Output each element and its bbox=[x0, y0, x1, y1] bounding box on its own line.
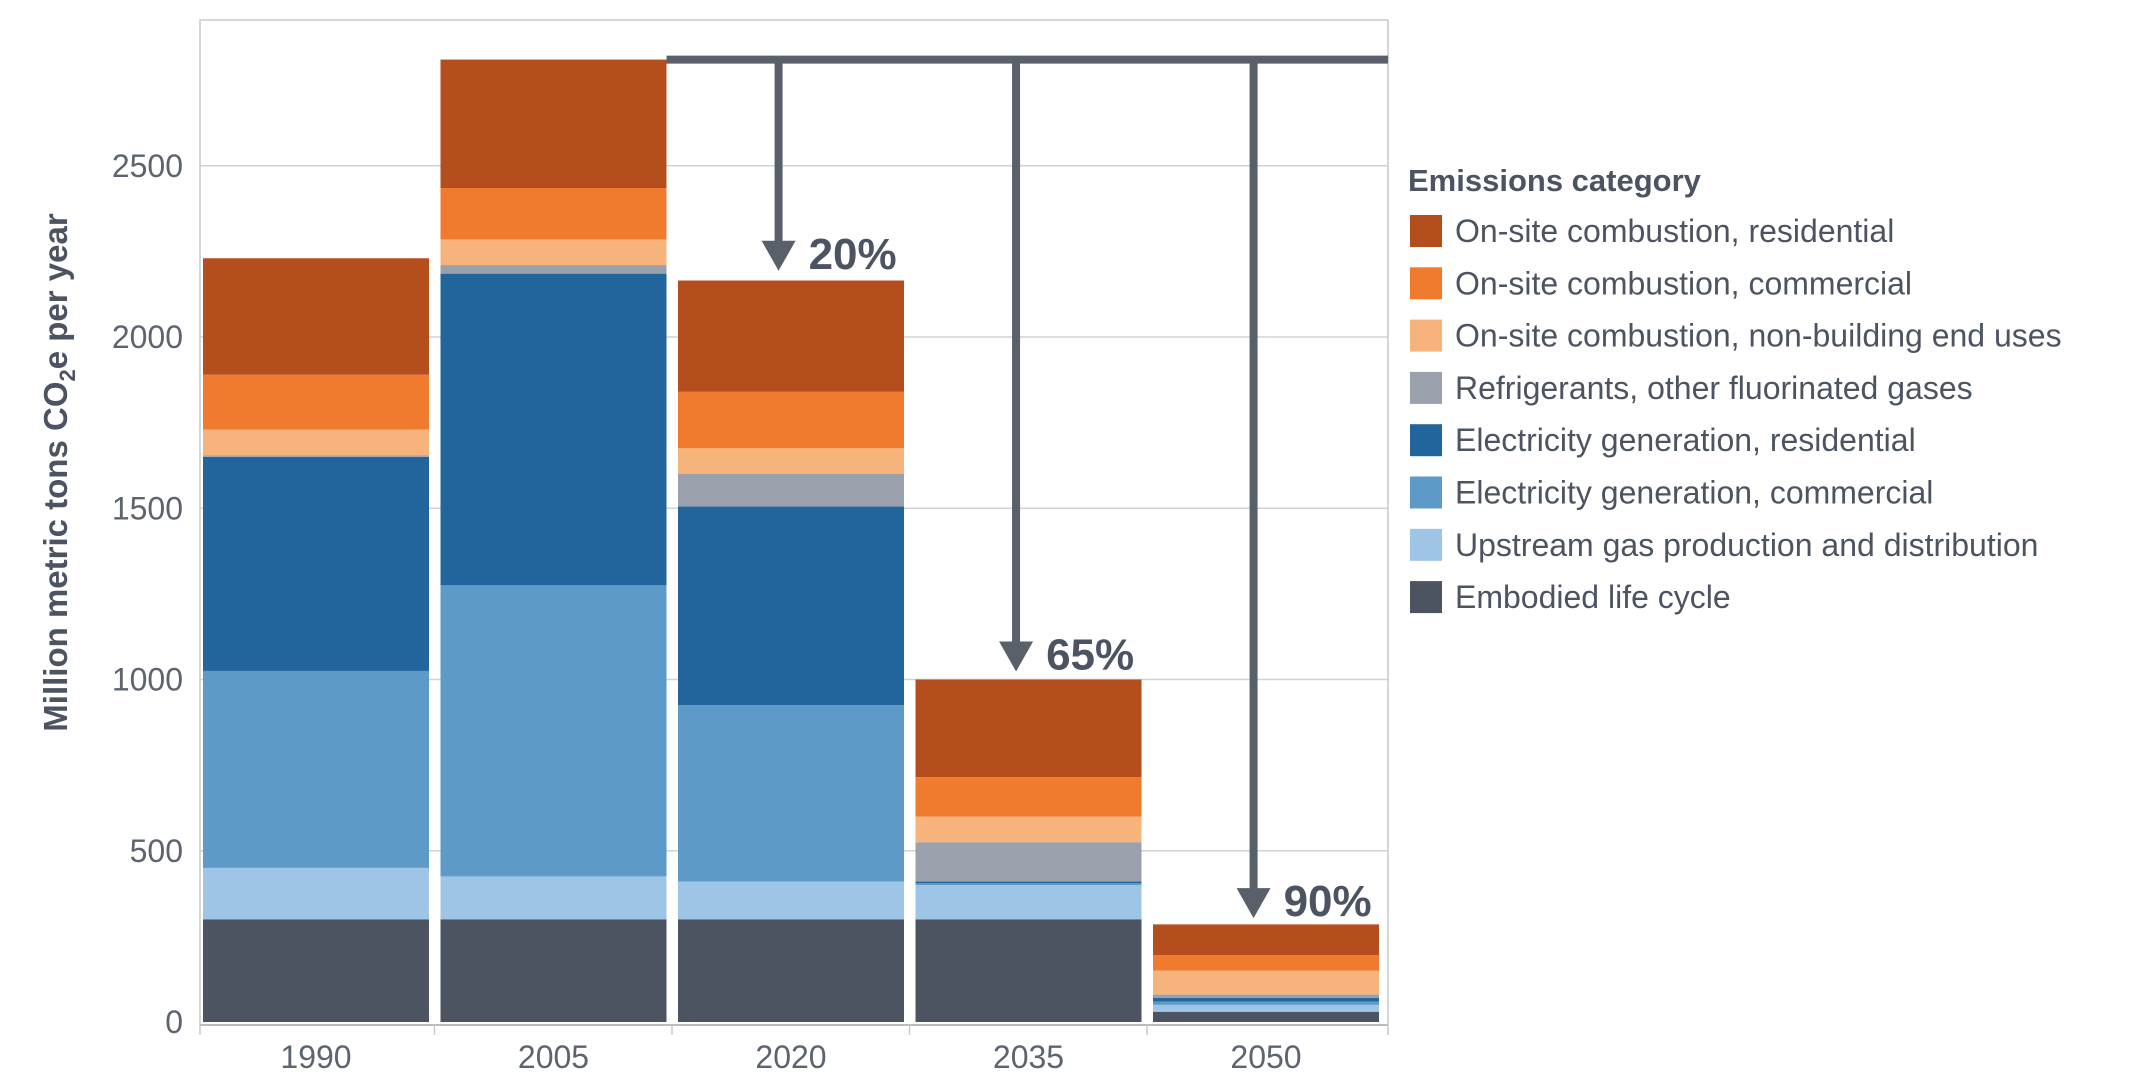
bar-2005-segment-6 bbox=[440, 188, 667, 240]
arrow-head-2035 bbox=[999, 641, 1034, 672]
bar-2050-segment-7 bbox=[1153, 924, 1379, 956]
bar-1990-segment-1 bbox=[203, 867, 429, 920]
plot-frame bbox=[199, 19, 1389, 1035]
bar-2050-segment-6 bbox=[1153, 955, 1379, 971]
bar-2050-segment-1 bbox=[1153, 1004, 1379, 1012]
y-axis-title-part1: Million metric tons CO bbox=[37, 382, 74, 732]
bar-1990-segment-0 bbox=[203, 919, 429, 1022]
bar-2035-segment-6 bbox=[915, 777, 1142, 817]
bar-1990-segment-2 bbox=[203, 670, 429, 868]
bar-1990-segment-4 bbox=[203, 455, 429, 457]
bar-2005-segment-3 bbox=[440, 273, 667, 586]
bar-2005-segment-0 bbox=[440, 919, 667, 1022]
bar-2035-segment-7 bbox=[915, 679, 1142, 778]
x-tick-label-2005: 2005 bbox=[518, 1039, 589, 1075]
legend-swatch-7 bbox=[1410, 581, 1442, 614]
bar-2035-segment-1 bbox=[915, 885, 1142, 920]
y-axis-title-subscript: 2 bbox=[55, 369, 80, 381]
x-tick-label-2050: 2050 bbox=[1230, 1039, 1301, 1075]
legend-swatch-4 bbox=[1410, 424, 1442, 457]
stacked-bars bbox=[203, 59, 1379, 1022]
bar-2020-segment-1 bbox=[678, 881, 904, 920]
bar-2050-segment-5 bbox=[1153, 970, 1379, 995]
legend-label-2: On-site combustion, non-building end use… bbox=[1455, 318, 2062, 354]
legend-label-4: Electricity generation, residential bbox=[1455, 422, 1916, 458]
legend-label-6: Upstream gas production and distribution bbox=[1455, 527, 2038, 563]
legend-label-1: On-site combustion, commercial bbox=[1455, 265, 1912, 301]
legend-swatch-5 bbox=[1410, 476, 1442, 509]
y-tick-label-1500: 1500 bbox=[112, 490, 183, 526]
legend-label-3: Refrigerants, other fluorinated gases bbox=[1455, 370, 1973, 406]
legend-swatch-2 bbox=[1410, 319, 1442, 352]
bar-2005-segment-4 bbox=[440, 265, 667, 274]
bar-2035-segment-0 bbox=[915, 919, 1142, 1022]
x-tick-label-2035: 2035 bbox=[993, 1039, 1064, 1075]
legend-title: Emissions category bbox=[1408, 163, 1702, 198]
bar-1990-segment-3 bbox=[203, 456, 429, 671]
legend-label-5: Electricity generation, commercial bbox=[1455, 475, 1933, 511]
bar-2035-segment-2 bbox=[915, 883, 1142, 885]
reduction-label-2035: 65% bbox=[1046, 631, 1134, 680]
y-tick-label-2000: 2000 bbox=[112, 319, 183, 355]
bar-2050-segment-3 bbox=[1153, 998, 1379, 1002]
bar-2035-segment-5 bbox=[915, 816, 1142, 843]
y-tick-label-1000: 1000 bbox=[112, 662, 183, 698]
legend-swatch-0 bbox=[1410, 215, 1442, 247]
bar-2005-segment-7 bbox=[440, 59, 667, 189]
y-axis-title: Million metric tons CO2e per year bbox=[37, 213, 80, 732]
bar-2050-segment-2 bbox=[1153, 1001, 1379, 1005]
bar-2035-segment-4 bbox=[915, 842, 1142, 882]
bar-1990-segment-6 bbox=[203, 374, 429, 430]
bar-2020-segment-4 bbox=[678, 474, 904, 507]
legend-label-7: Embodied life cycle bbox=[1455, 579, 1731, 615]
arrow-head-2050 bbox=[1236, 888, 1271, 919]
x-tick-label-2020: 2020 bbox=[755, 1039, 826, 1075]
bar-2020-segment-3 bbox=[678, 506, 904, 706]
legend-swatch-3 bbox=[1410, 371, 1442, 404]
y-tick-label-2500: 2500 bbox=[112, 148, 183, 184]
reduction-arrows: 20% 65% 90% bbox=[666, 55, 1388, 926]
legend[interactable]: Emissions category On-site combustion, re… bbox=[1408, 163, 2062, 615]
reduction-label-2020: 20% bbox=[809, 230, 897, 279]
bar-2020-segment-0 bbox=[678, 919, 904, 1022]
arrow-head-2020 bbox=[761, 240, 796, 271]
bar-2020-segment-7 bbox=[678, 280, 904, 392]
reduction-label-2050: 90% bbox=[1284, 877, 1372, 926]
bar-2020-segment-5 bbox=[678, 448, 904, 474]
bar-2005-segment-5 bbox=[440, 239, 667, 266]
legend-swatch-1 bbox=[1410, 267, 1442, 300]
bar-2050-segment-4 bbox=[1153, 994, 1379, 999]
bar-2035-segment-3 bbox=[915, 881, 1142, 884]
x-tick-label-1990: 1990 bbox=[280, 1039, 351, 1075]
bar-2005-segment-2 bbox=[440, 585, 667, 877]
bar-2050-segment-0 bbox=[1153, 1011, 1379, 1022]
y-tick-label-500: 500 bbox=[130, 833, 183, 869]
y-tick-label-0: 0 bbox=[165, 1004, 183, 1040]
legend-label-0: On-site combustion, residential bbox=[1455, 213, 1894, 249]
axes: 0 500 1000 1500 2000 2500 1990 2005 2020 2035 2050… bbox=[37, 148, 1302, 1075]
bar-2020-segment-2 bbox=[678, 705, 904, 882]
legend-swatch-6 bbox=[1410, 528, 1442, 561]
bar-2020-segment-6 bbox=[678, 391, 904, 449]
bar-2005-segment-1 bbox=[440, 876, 667, 920]
bar-1990-segment-5 bbox=[203, 429, 429, 456]
y-axis-title-part2: e per year bbox=[37, 213, 74, 369]
bar-1990-segment-7 bbox=[203, 258, 429, 375]
